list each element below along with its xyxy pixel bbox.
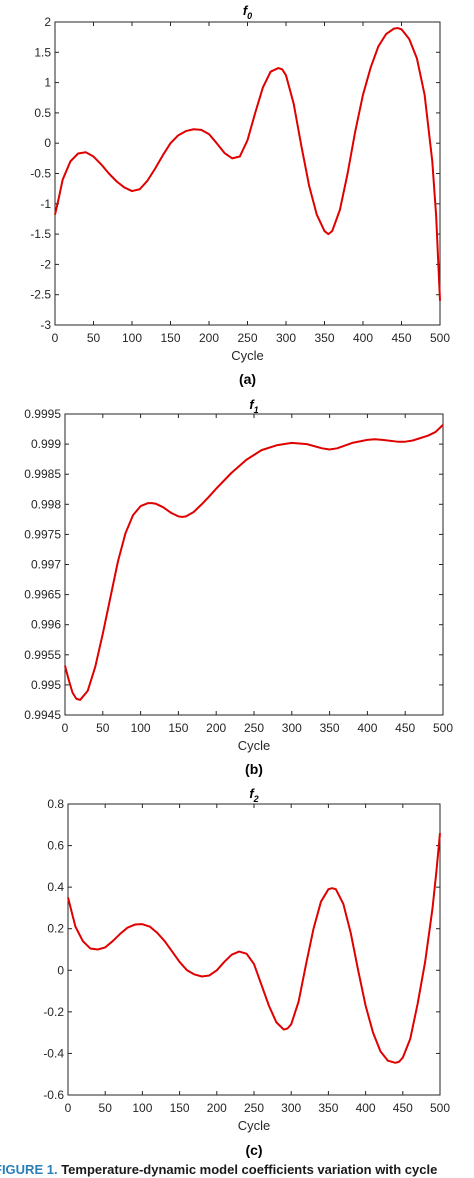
plot-area-frame [64,413,444,716]
x-tick-label: 350 [314,331,334,345]
x-tick-label: 300 [282,721,302,735]
x-tick-label: 150 [170,1101,190,1115]
x-tick-label: 350 [318,1101,338,1115]
chart-panel-b: 0 50 100 150 200 250 300 350 400 450 500 0.9945 0.99… [24,397,453,777]
figure-caption: FIGURE 1. Temperature-dynamic model coef… [0,1162,437,1177]
y-tick-label: 0.9955 [24,648,61,662]
chart-title-base: f [243,3,249,18]
y-tick-label: 0.9945 [24,708,61,722]
x-tick-label: 200 [207,1101,227,1115]
x-tick-label: 500 [430,1101,450,1115]
series-line-f2 [67,833,441,1064]
x-tick-label: 200 [199,331,219,345]
y-tick-label: 0.997 [31,558,61,572]
y-tick-label: -2 [40,257,51,271]
x-tick-label: 0 [65,1101,72,1115]
y-tick-label: -0.2 [43,1005,64,1019]
x-tick-label: 400 [357,721,377,735]
panel-label: (c) [245,1142,262,1158]
x-tick-label: 50 [96,721,110,735]
y-tick-label: 0 [57,963,64,977]
x-axis-label: Cycle [238,738,271,753]
chart-title-subscript: 2 [253,794,259,804]
chart-title: f0 [243,3,252,21]
y-tick-label: 0.996 [31,618,61,632]
y-tick-label: -0.4 [43,1046,64,1060]
chart-title: f1 [249,397,258,415]
x-tick-label: 50 [99,1101,113,1115]
x-tick-label: 350 [320,721,340,735]
x-tick-label: 0 [62,721,69,735]
x-tick-label: 300 [276,331,296,345]
chart-title: f2 [249,786,258,804]
x-tick-label: 400 [356,1101,376,1115]
y-tick-label: 0.6 [47,839,64,853]
y-tick-label: 0.9965 [24,588,61,602]
y-tick-label: 0.9995 [24,407,61,421]
y-tick-label: -3 [40,318,51,332]
series-line-f1 [64,424,444,701]
x-tick-label: 400 [353,331,373,345]
y-tick-label: 0.998 [31,497,61,511]
chart-title-base: f [249,786,255,801]
figure-caption-text: Temperature-dynamic model coefficients v… [61,1162,437,1177]
x-tick-label: 450 [395,721,415,735]
panel-label: (b) [245,761,263,777]
y-tick-label: 0.9985 [24,467,61,481]
plot-area-frame [54,21,441,326]
x-tick-label: 200 [206,721,226,735]
x-tick-label: 250 [244,721,264,735]
x-tick-label: 150 [160,331,180,345]
y-tick-label: 0.8 [47,797,64,811]
x-tick-label: 100 [122,331,142,345]
panel-label: (a) [239,371,256,387]
y-tick-label: 0.995 [31,678,61,692]
chart-title-subscript: 1 [254,405,259,415]
x-tick-label: 150 [168,721,188,735]
y-tick-label: 0.5 [34,106,51,120]
y-tick-label: 0.2 [47,922,64,936]
x-axis-label: Cycle [238,1118,271,1133]
x-tick-label: 100 [131,721,151,735]
y-tick-label: -0.6 [43,1088,64,1102]
x-tick-label: 300 [281,1101,301,1115]
x-tick-label: 450 [393,1101,413,1115]
y-tick-label: -2.5 [30,288,51,302]
x-tick-label: 250 [244,1101,264,1115]
plot-area-frame [67,803,441,1096]
chart-title-base: f [249,397,255,412]
x-tick-label: 50 [87,331,101,345]
x-tick-label: 250 [237,331,257,345]
y-tick-label: 0 [44,136,51,150]
y-tick-label: 1.5 [34,45,51,59]
chart-panel-c: 0 50 100 150 200 250 300 350 400 450 500 -0.6 -0.4 -0… [43,786,450,1158]
series-line-f0 [54,27,441,301]
figure-caption-lead: FIGURE 1. [0,1162,61,1177]
y-tick-label: -1.5 [30,227,51,241]
x-tick-label: 500 [433,721,453,735]
x-tick-label: 0 [52,331,59,345]
chart-title-subscript: 0 [247,11,252,21]
y-tick-label: -0.5 [30,167,51,181]
y-tick-label: 1 [44,76,51,90]
x-tick-label: 500 [430,331,450,345]
y-tick-label: 0.999 [31,437,61,451]
y-tick-label: 2 [44,15,51,29]
x-tick-label: 450 [391,331,411,345]
y-tick-label: 0.4 [47,880,64,894]
chart-panel-a: 0 50 100 150 200 250 300 350 400 450 500-3-2.5-2-1… [30,3,450,387]
y-tick-label: -1 [40,197,51,211]
x-tick-label: 100 [132,1101,152,1115]
x-axis-label: Cycle [231,348,264,363]
y-tick-label: 0.9975 [24,527,61,541]
